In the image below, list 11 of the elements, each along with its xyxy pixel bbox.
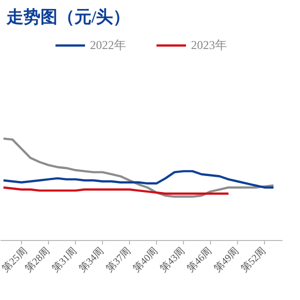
x-tick-label: 第46周 (184, 244, 214, 275)
x-tick-label: 第31周 (50, 244, 80, 275)
legend-label: 2023年 (191, 36, 227, 54)
legend-label: 2022年 (90, 36, 126, 54)
chart-title: 走势图（元/头） (6, 8, 130, 26)
x-tick-label: 第34周 (76, 244, 106, 275)
x-tick-label: 第40周 (130, 244, 160, 275)
x-tick-label: 第37周 (104, 244, 134, 275)
x-tick-label: 第49周 (212, 244, 242, 275)
x-tick-label: 第52周 (238, 244, 268, 275)
x-tick-label: 第43周 (158, 244, 188, 275)
